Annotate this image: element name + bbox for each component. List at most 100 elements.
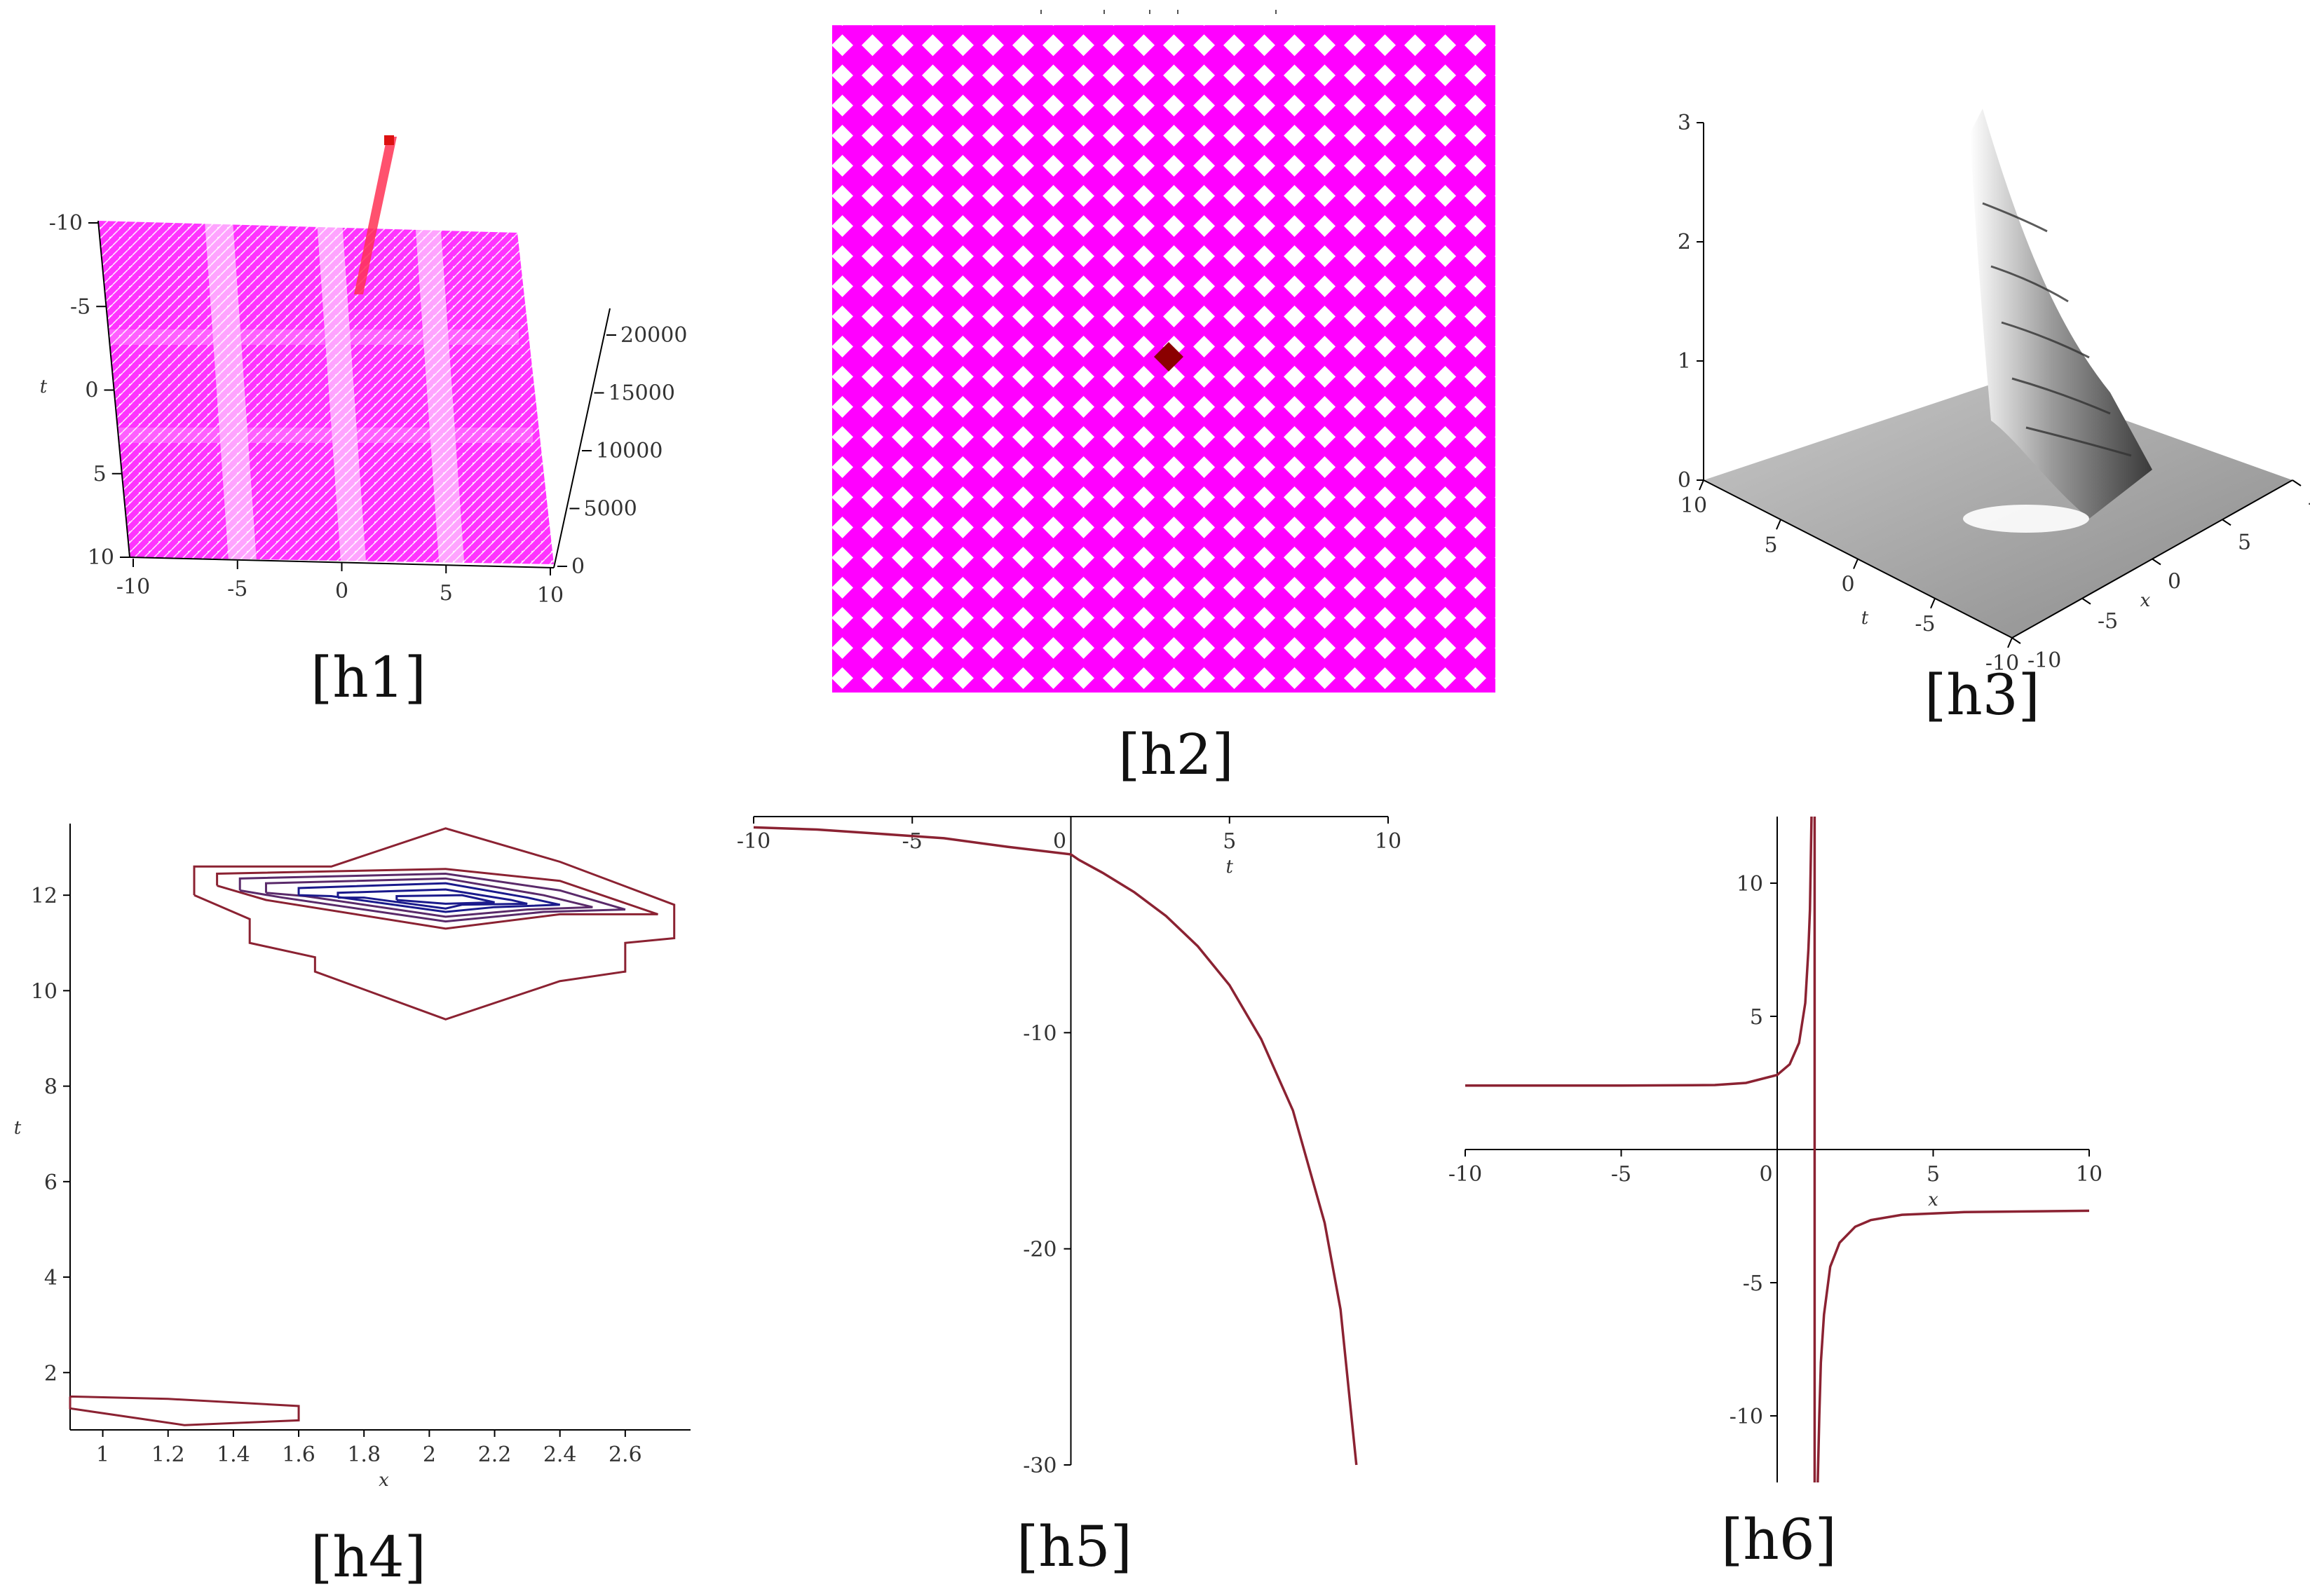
y-tick-label: 12 <box>31 884 57 908</box>
y-tick-label: -5 <box>1743 1271 1763 1296</box>
t-tick <box>1776 519 1781 530</box>
x-tick-label: 1.4 <box>217 1442 250 1467</box>
y-tick-label: 10 <box>31 979 57 1004</box>
y-tick-label: -20 <box>1023 1238 1057 1262</box>
contour-level <box>297 882 561 913</box>
x-tick-label: 5 <box>1223 829 1236 854</box>
x-tick-label: -10 <box>2027 648 2061 673</box>
t-axis-label: t <box>40 376 48 397</box>
x-tick-label: 10 <box>2076 1162 2102 1187</box>
x-tick-label: -10 <box>1448 1162 1482 1187</box>
x-tick-label: 10 <box>537 583 564 608</box>
x-tick-label: -10 <box>116 575 150 599</box>
t-tick-label: -5 <box>1915 612 1935 636</box>
chart-h3: 0 1 2 3 10 5 0 -5 -10 t -10 -5 0 5 -10 x <box>1678 109 2310 676</box>
surface-peak <box>1970 109 2152 519</box>
t-tick-label: -10 <box>1985 651 2019 676</box>
x-tick-label: -5 <box>227 577 247 601</box>
caption-h6: [h6] <box>1721 1507 1837 1572</box>
caption-h2: [h2] <box>1118 722 1234 787</box>
x-tick-label: 10 <box>1375 829 1401 854</box>
surface-stripes <box>98 223 533 565</box>
x-tick-label: 2.6 <box>609 1442 642 1467</box>
axis-t <box>97 220 130 558</box>
x-tick-label: 0 <box>335 579 348 603</box>
y-tick-label: 4 <box>44 1266 57 1290</box>
spike-tip <box>384 135 394 145</box>
x-tick-label: 1.6 <box>282 1442 315 1467</box>
y-tick-label: -10 <box>1023 1021 1057 1046</box>
x-axis-label: t <box>1226 857 1234 878</box>
x-tick-label: -10 <box>2308 491 2310 515</box>
t-tick <box>2007 637 2013 648</box>
y-tick-label: 10 <box>1737 872 1763 896</box>
y-tick-label: -10 <box>1730 1405 1763 1429</box>
contour-level <box>395 894 495 905</box>
t-tick <box>1853 559 1859 569</box>
t-axis-label: t <box>1861 608 1869 629</box>
t-tick-label: 5 <box>1764 533 1777 557</box>
x-tick-label: -5 <box>902 829 923 854</box>
z-tick-label: 0 <box>1678 468 1691 493</box>
contour-level <box>216 868 658 930</box>
x-tick-label: 2.2 <box>478 1442 512 1467</box>
contour-level <box>238 873 626 923</box>
x-tick-label: 5 <box>440 581 453 606</box>
x-tick-label: 2 <box>423 1442 436 1467</box>
x-tick-label: -10 <box>737 829 770 854</box>
caption-h1: [h1] <box>311 645 426 710</box>
axis-z <box>553 308 611 568</box>
z-tick-label: 10000 <box>596 439 663 463</box>
t-tick-label: 10 <box>88 545 114 570</box>
caption-h3: [h3] <box>1924 662 2040 728</box>
axis-x <box>129 557 555 568</box>
x-axis-label: x <box>1928 1189 1938 1210</box>
t-tick-label: 10 <box>1680 493 1707 518</box>
x-axis-label: x <box>379 1470 389 1491</box>
y-tick-label: 5 <box>1750 1005 1763 1030</box>
z-tick-label: 0 <box>571 554 585 579</box>
x-tick <box>2081 597 2091 605</box>
series-line <box>1816 1209 2090 1483</box>
x-tick-label: 0 <box>1759 1162 1772 1187</box>
caption-h4: [h4] <box>311 1525 426 1590</box>
chart-h5: -10 -5 0 5 10 t -10 -20 -30 <box>737 816 1401 1478</box>
x-tick-label: -5 <box>1611 1162 1631 1187</box>
z-tick-label: 2 <box>1678 230 1691 254</box>
x-tick <box>2222 519 2231 526</box>
t-tick <box>1699 479 1704 491</box>
contour-level <box>264 877 593 918</box>
t-tick-label: 0 <box>1841 573 1854 597</box>
x-tick-label: 5 <box>1927 1162 1940 1187</box>
chart-h2 <box>832 10 1495 693</box>
contour-level <box>193 827 676 1021</box>
contour-level <box>69 1395 300 1426</box>
z-tick-label: 1 <box>1678 349 1691 374</box>
t-tick-label: 5 <box>93 462 107 486</box>
x-tick-label: 0 <box>1053 829 1066 854</box>
z-tick-label: 3 <box>1678 111 1691 135</box>
y-tick-label: 6 <box>44 1171 57 1195</box>
chart-h6: -10 -5 0 5 10 x 10 5 -5 -10 <box>1448 816 2102 1483</box>
x-tick <box>2011 637 2021 644</box>
chart-h4: 1 1.2 1.4 1.6 1.8 2 2.2 2.4 2.6 x 2 4 6 8 10 12 t <box>14 824 691 1491</box>
x-tick-label: 1.2 <box>151 1442 185 1467</box>
z-tick-label: 5000 <box>584 497 637 521</box>
z-tick-label: 20000 <box>620 323 687 348</box>
top-ticks <box>1040 10 1277 14</box>
t-tick-label: -5 <box>70 294 90 319</box>
x-tick <box>2152 558 2161 566</box>
x-tick-label: 0 <box>2168 570 2181 594</box>
x-tick-label: 2.4 <box>543 1442 577 1467</box>
x-tick <box>2292 479 2302 486</box>
x-tick-label: 1.8 <box>347 1442 381 1467</box>
x-tick-label: 5 <box>2238 530 2251 554</box>
contour-level <box>337 888 528 910</box>
t-tick <box>1930 598 1936 609</box>
surface-glow <box>1963 505 2089 533</box>
y-tick-label: 2 <box>44 1361 57 1386</box>
series-line <box>1465 816 1813 1087</box>
z-tick-label: 15000 <box>609 381 675 406</box>
y-tick-label: 8 <box>44 1075 57 1100</box>
